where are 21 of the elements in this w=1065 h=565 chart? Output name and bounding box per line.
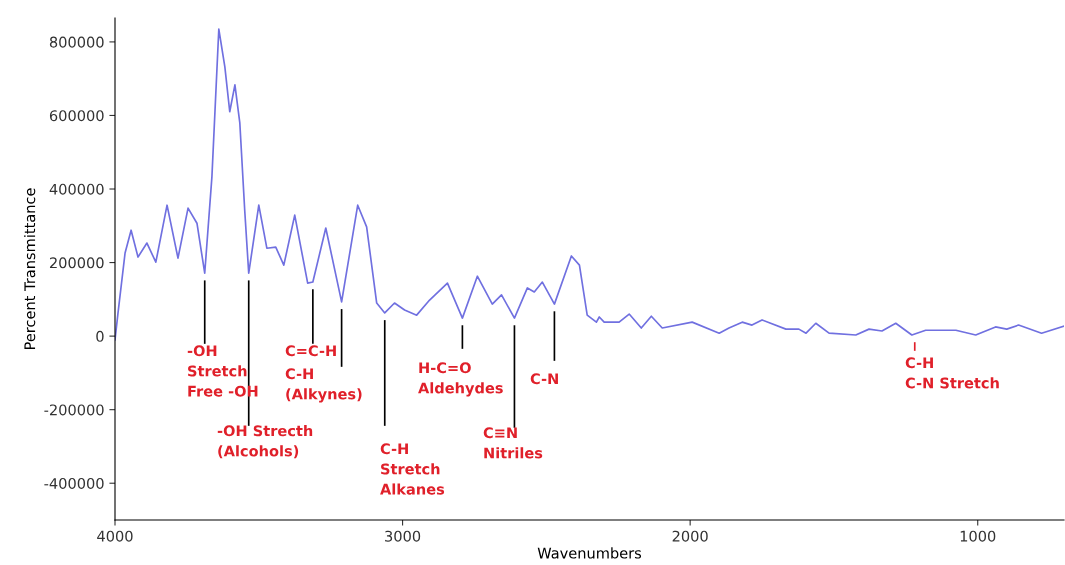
x-tick-label: 4000 xyxy=(97,530,133,542)
y-tick-label: 600000 xyxy=(49,110,104,122)
annotation: C-H (Alkynes) xyxy=(285,368,362,403)
y-tick-label: 400000 xyxy=(49,183,104,195)
annotation: C-H C-N Stretch xyxy=(905,357,999,389)
annotation: C-H Stretch Alkanes xyxy=(380,443,445,495)
y-tick-label: 800000 xyxy=(49,36,104,48)
x-tick-label: 1000 xyxy=(960,530,996,542)
y-tick-label: 0 xyxy=(96,330,104,342)
annotation: -OH Strecth (Alcohols) xyxy=(217,425,313,459)
annotation: C-N xyxy=(530,373,558,385)
x-tick-label: 2000 xyxy=(672,530,708,542)
y-tick-label: -200000 xyxy=(44,404,104,416)
annotation: C=C-H xyxy=(285,345,336,357)
annotation: H-C=O Aldehydes xyxy=(418,362,503,397)
y-axis-title: Percent Transmittance xyxy=(23,188,36,350)
y-tick-label: 200000 xyxy=(49,257,104,269)
y-tick-label: -400000 xyxy=(44,477,104,489)
annotation: C≡N Nitriles xyxy=(483,427,543,459)
x-axis-title: Wavenumbers xyxy=(537,547,642,559)
x-tick-label: 3000 xyxy=(385,530,421,542)
